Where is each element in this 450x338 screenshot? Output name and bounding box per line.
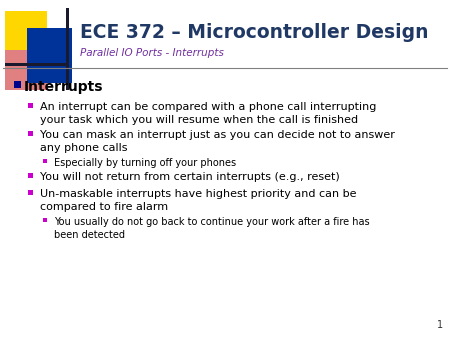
Text: Interrupts: Interrupts (24, 80, 104, 94)
Text: You will not return from certain interrupts (e.g., reset): You will not return from certain interru… (40, 172, 340, 182)
Bar (5, 63, 69, 66)
Bar (28, 173, 33, 178)
Bar (66, 8, 69, 90)
Text: Especially by turning off your phones: Especially by turning off your phones (54, 158, 236, 168)
Text: ECE 372 – Microcontroller Design: ECE 372 – Microcontroller Design (80, 24, 428, 43)
Text: You can mask an interrupt just as you can decide not to answer
any phone calls: You can mask an interrupt just as you ca… (40, 130, 395, 153)
Bar (5, 50, 47, 90)
Bar (43, 159, 47, 163)
Bar (43, 218, 47, 222)
Bar (28, 190, 33, 195)
Bar (5, 11, 47, 66)
Bar (14, 81, 21, 88)
Text: Parallel IO Ports - Interrupts: Parallel IO Ports - Interrupts (80, 48, 224, 58)
Text: 1: 1 (437, 320, 443, 330)
Bar (27, 28, 72, 83)
Bar (28, 103, 33, 108)
Text: You usually do not go back to continue your work after a fire has
been detected: You usually do not go back to continue y… (54, 217, 369, 240)
Text: An interrupt can be compared with a phone call interrupting
your task which you : An interrupt can be compared with a phon… (40, 102, 376, 125)
Text: Un-maskable interrupts have highest priority and can be
compared to fire alarm: Un-maskable interrupts have highest prio… (40, 189, 356, 212)
Bar (28, 131, 33, 136)
